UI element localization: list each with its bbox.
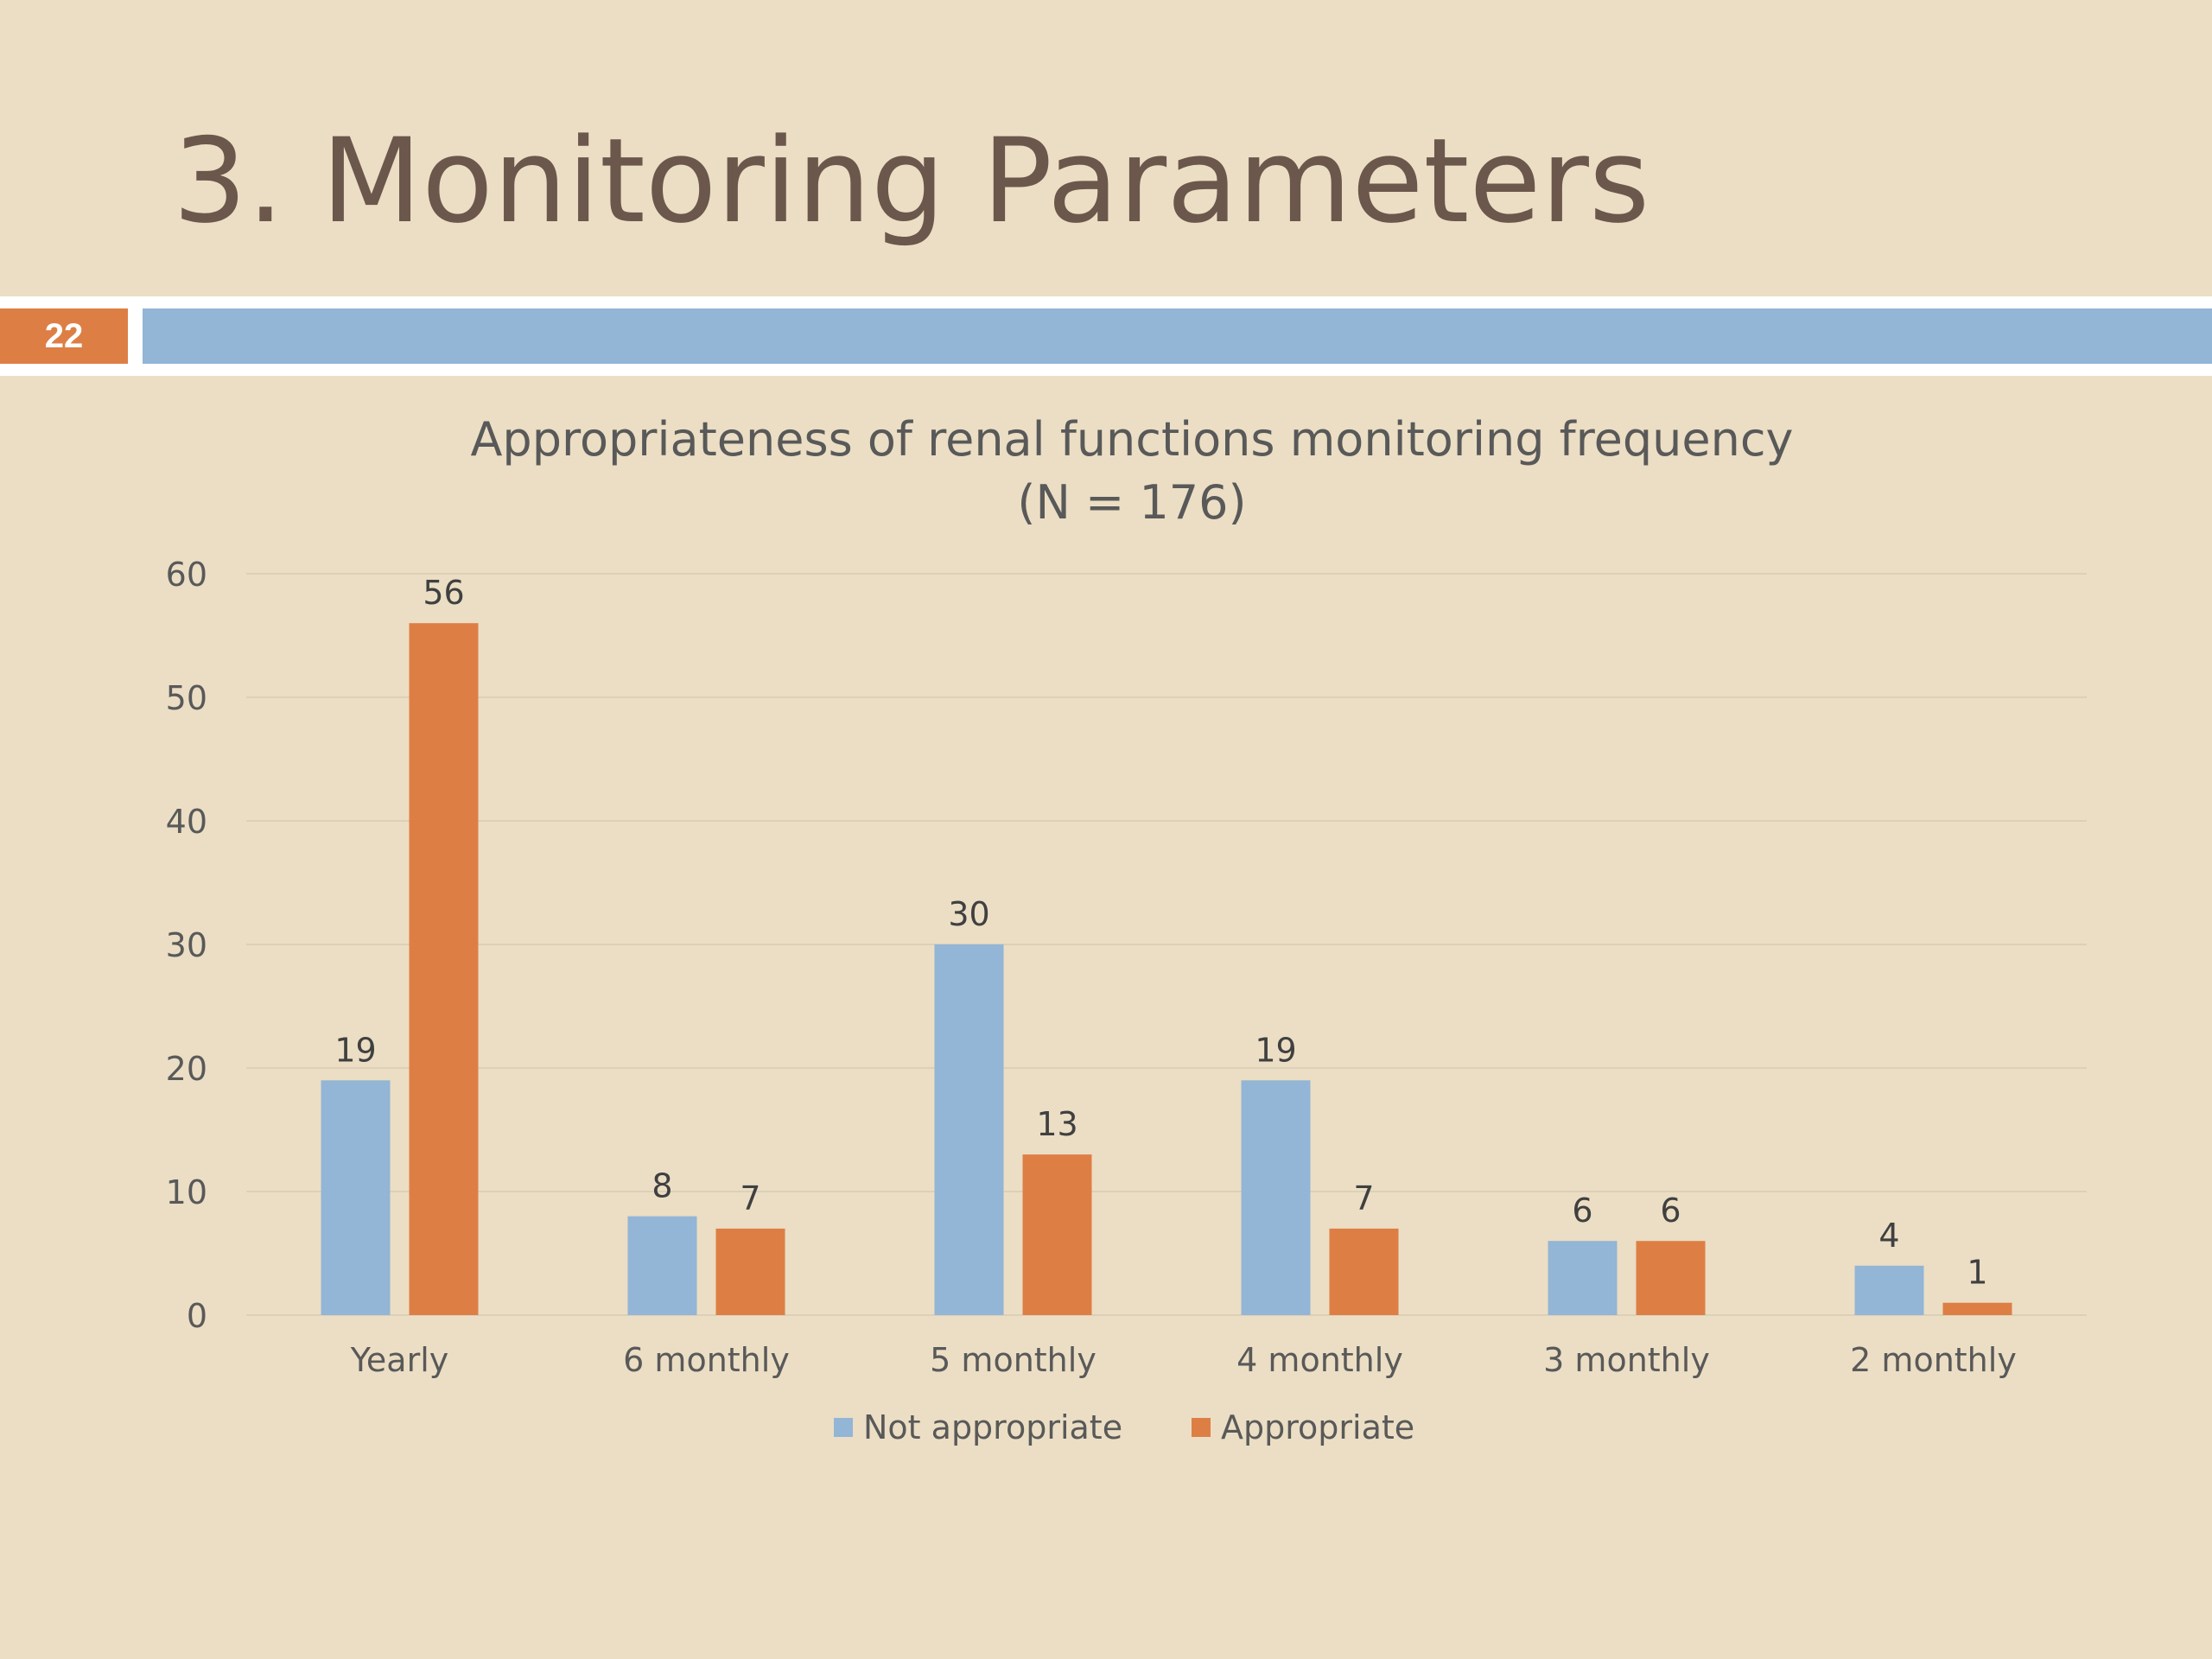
bar-value-label: 1 [1967,1254,1987,1292]
bar [321,1080,391,1315]
bar-value-label: 4 [1878,1217,1899,1255]
legend-swatch [1192,1418,1211,1437]
x-tick-label: 6 monthly [623,1341,790,1379]
legend-swatch [834,1418,853,1437]
bar [1241,1080,1311,1315]
slide-number: 22 [0,308,128,364]
bar [1942,1302,2012,1315]
bars [321,623,2012,1315]
bar-value-label: 6 [1660,1192,1681,1230]
bar [627,1216,697,1315]
legend-label: Not appropriate [863,1408,1122,1446]
bar [1636,1241,1706,1315]
x-tick-label: Yearly [350,1341,449,1379]
chart-title: Appropriateness of renal functions monit… [470,412,1793,467]
bar-value-label: 7 [740,1179,760,1217]
bar-value-label: 7 [1353,1179,1374,1217]
x-tick-label: 2 monthly [1850,1341,2017,1379]
x-tick-label: 3 monthly [1543,1341,1710,1379]
gridlines [246,573,2087,1316]
legend-label: Appropriate [1221,1408,1414,1446]
x-axis: Yearly 6 monthly 5 monthly 4 monthly 3 month… [350,1341,2017,1379]
bar-value-label: 56 [423,574,464,612]
y-tick-label: 50 [166,679,207,717]
y-axis: 0 10 20 30 40 50 60 [166,556,207,1335]
bar-value-label: 13 [1036,1105,1077,1143]
chart-subtitle: (N = 176) [1017,475,1246,530]
y-tick-label: 10 [166,1173,207,1211]
bar-value-label: 30 [948,895,989,933]
legend: Not appropriate Appropriate [834,1408,1414,1446]
bar [1548,1241,1618,1315]
bar-value-label: 19 [1255,1031,1296,1069]
y-tick-label: 0 [187,1297,207,1335]
bar [934,944,1004,1315]
data-labels: 19 56 8 7 30 13 19 7 6 6 4 1 [334,574,1987,1291]
bar [1854,1265,1924,1315]
bar [1022,1154,1092,1315]
y-tick-label: 40 [166,803,207,841]
bar-value-label: 19 [334,1031,376,1069]
bar [1329,1228,1399,1315]
header-accent-bar [143,308,2212,364]
y-tick-label: 60 [166,556,207,594]
x-tick-label: 5 monthly [930,1341,1096,1379]
bar-value-label: 8 [652,1167,672,1205]
bar-value-label: 6 [1572,1192,1592,1230]
y-tick-label: 30 [166,926,207,964]
bar [715,1228,785,1315]
bar [409,623,479,1315]
slide-title: 3. Monitoring Parameters [173,113,1650,249]
x-tick-label: 4 monthly [1236,1341,1403,1379]
y-tick-label: 20 [166,1050,207,1088]
